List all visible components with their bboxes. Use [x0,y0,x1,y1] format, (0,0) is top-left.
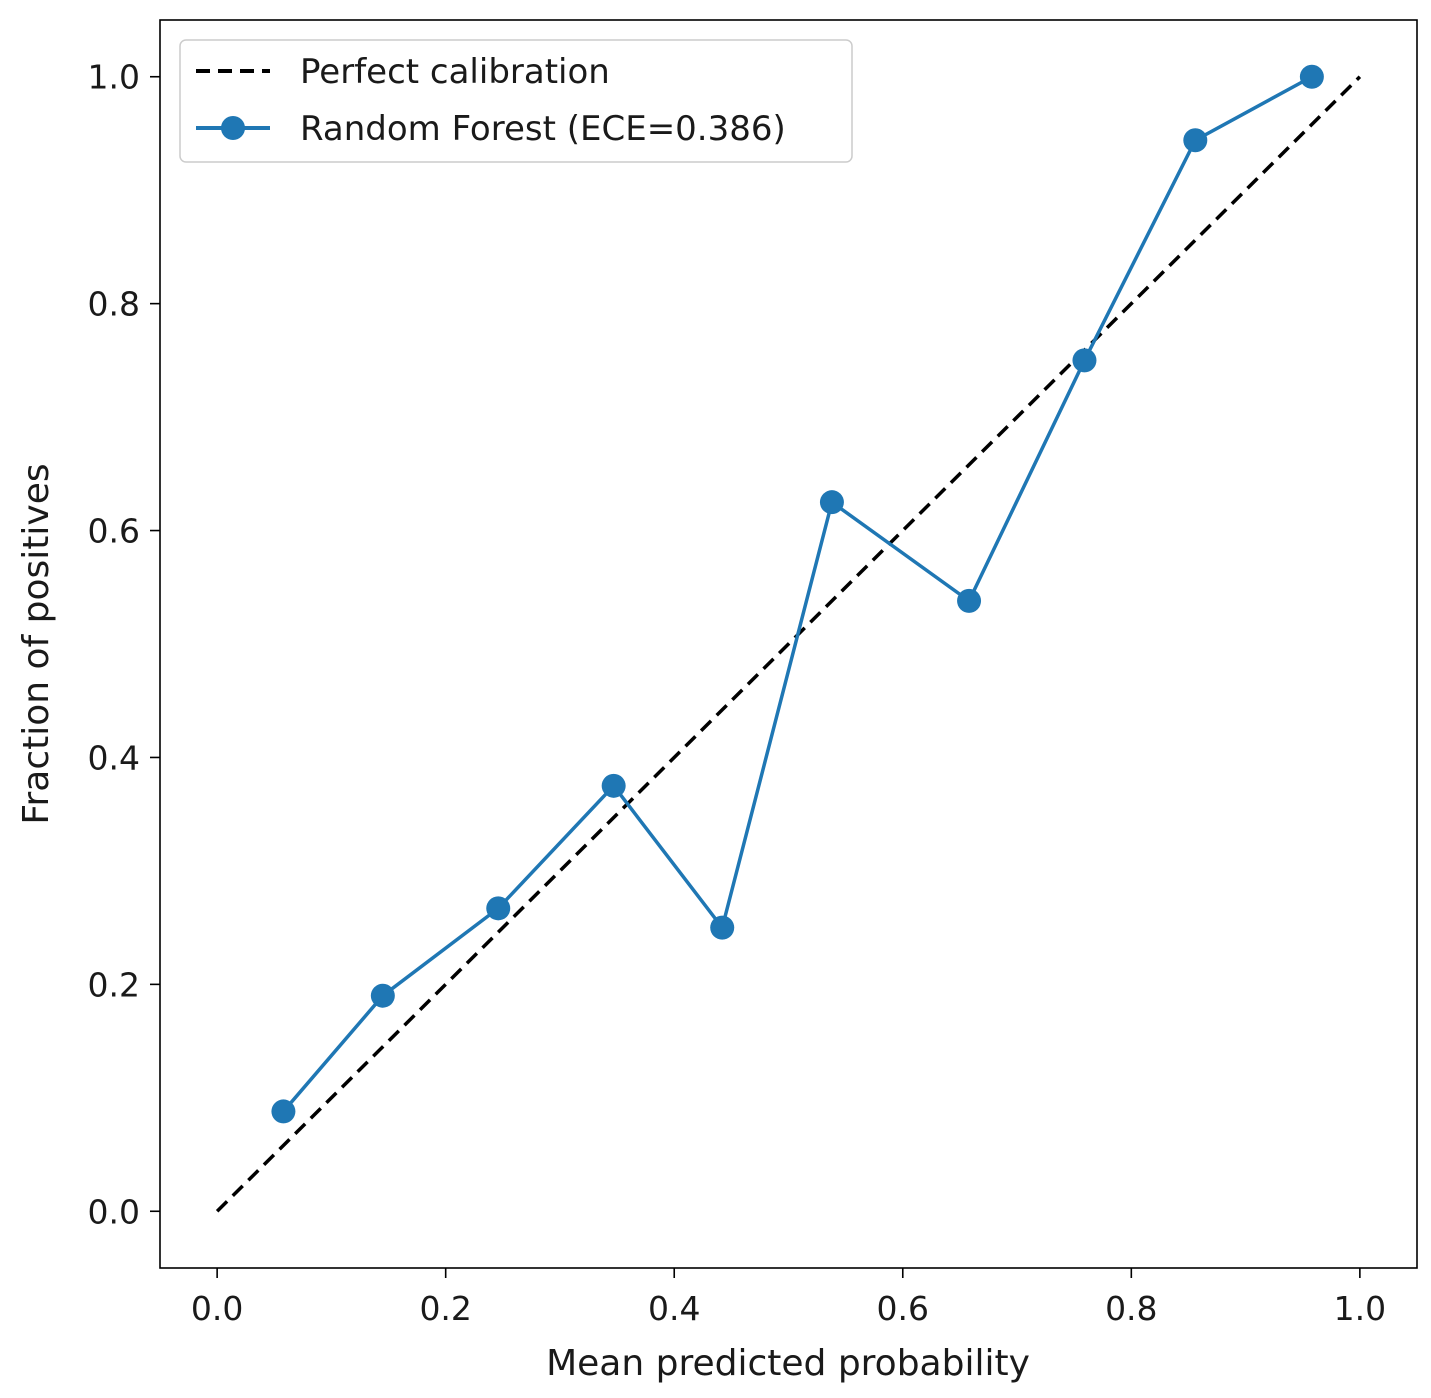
x-axis-ticks: 0.0 0.2 0.4 0.6 0.8 1.0 [191,1268,1386,1328]
y-tick-label: 0.8 [88,285,140,324]
plot-frame [159,19,1418,1269]
random-forest-point [710,915,735,940]
legend-perfect-label: Perfect calibration [300,52,610,92]
random-forest-point [1299,64,1324,89]
y-tick-label: 0.0 [88,1192,140,1231]
x-tick-label: 0.2 [419,1289,471,1328]
y-tick-label: 0.2 [88,965,140,1004]
legend-rf-marker [221,116,245,140]
random-forest-point [1183,128,1208,153]
legend: Perfect calibration Random Forest (ECE=0… [179,39,853,163]
y-tick-label: 0.4 [88,738,140,777]
y-axis-label: Fraction of positives [16,463,57,824]
x-tick-label: 1.0 [1334,1289,1386,1328]
random-forest-point [370,983,395,1008]
x-tick-label: 0.6 [877,1289,929,1328]
random-forest-point [819,490,844,515]
perfect-calibration-line [215,75,1362,1213]
random-forest-point [957,588,982,613]
legend-rf-label: Random Forest (ECE=0.386) [300,109,786,149]
y-tick-label: 0.6 [88,512,140,551]
random-forest-point [601,773,626,798]
series-layer [215,64,1362,1213]
y-axis-ticks: 0.0 0.2 0.4 0.6 0.8 1.0 [88,58,160,1231]
legend-box [179,39,853,163]
y-tick-label: 1.0 [88,58,140,97]
x-tick-label: 0.8 [1105,1289,1157,1328]
random-forest-line [282,75,1313,1113]
x-axis-label: Mean predicted probability [546,1343,1030,1384]
x-tick-label: 0.0 [191,1289,243,1328]
random-forest-point [486,896,511,921]
x-tick-label: 0.4 [648,1289,700,1328]
random-forest-point [1072,348,1097,373]
random-forest-point [271,1099,296,1124]
